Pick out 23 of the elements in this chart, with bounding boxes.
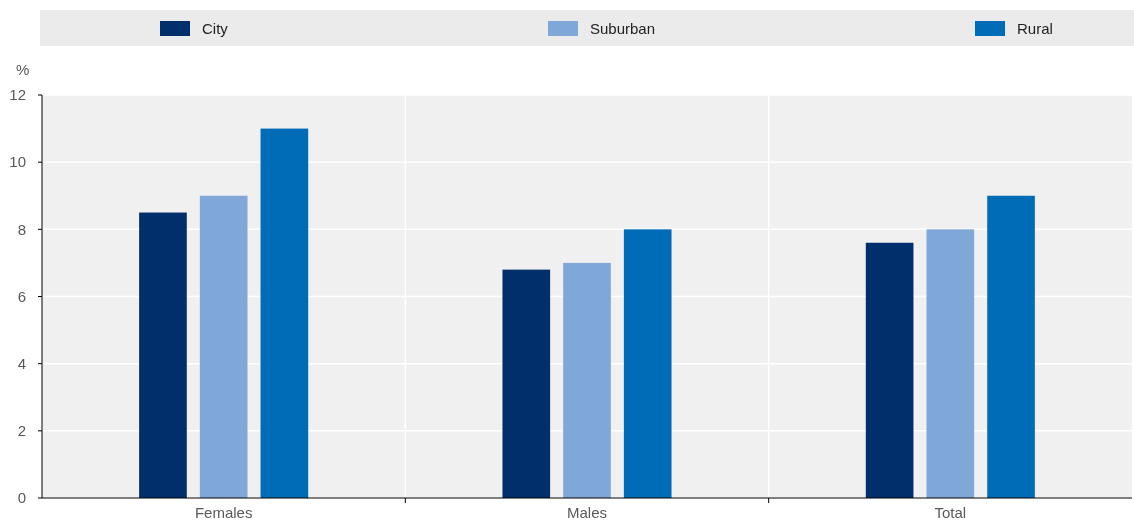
y-tick-label: 2 (17, 422, 26, 440)
y-axis-title: % (16, 61, 30, 78)
x-tick-label: Females (194, 504, 253, 520)
y-tick-label: 4 (17, 354, 26, 372)
bar (139, 212, 187, 498)
legend-label: Suburban (590, 20, 656, 38)
bar (563, 262, 611, 498)
bar (260, 128, 309, 498)
y-tick-label: 6 (17, 287, 26, 305)
bar (926, 229, 975, 498)
bar (987, 195, 1035, 498)
bar (199, 195, 248, 498)
x-tick-label: Males (566, 504, 608, 520)
x-tick-label: Total (934, 504, 967, 520)
bar (502, 269, 551, 498)
bar (623, 229, 672, 498)
legend-label: Rural (1017, 20, 1053, 38)
y-tick-label: 8 (17, 220, 26, 238)
y-tick-label: 10 (9, 153, 26, 171)
bar (865, 242, 914, 498)
y-tick-label: 0 (17, 489, 26, 507)
legend-label: City (202, 20, 229, 38)
y-tick-label: 12 (9, 86, 26, 104)
